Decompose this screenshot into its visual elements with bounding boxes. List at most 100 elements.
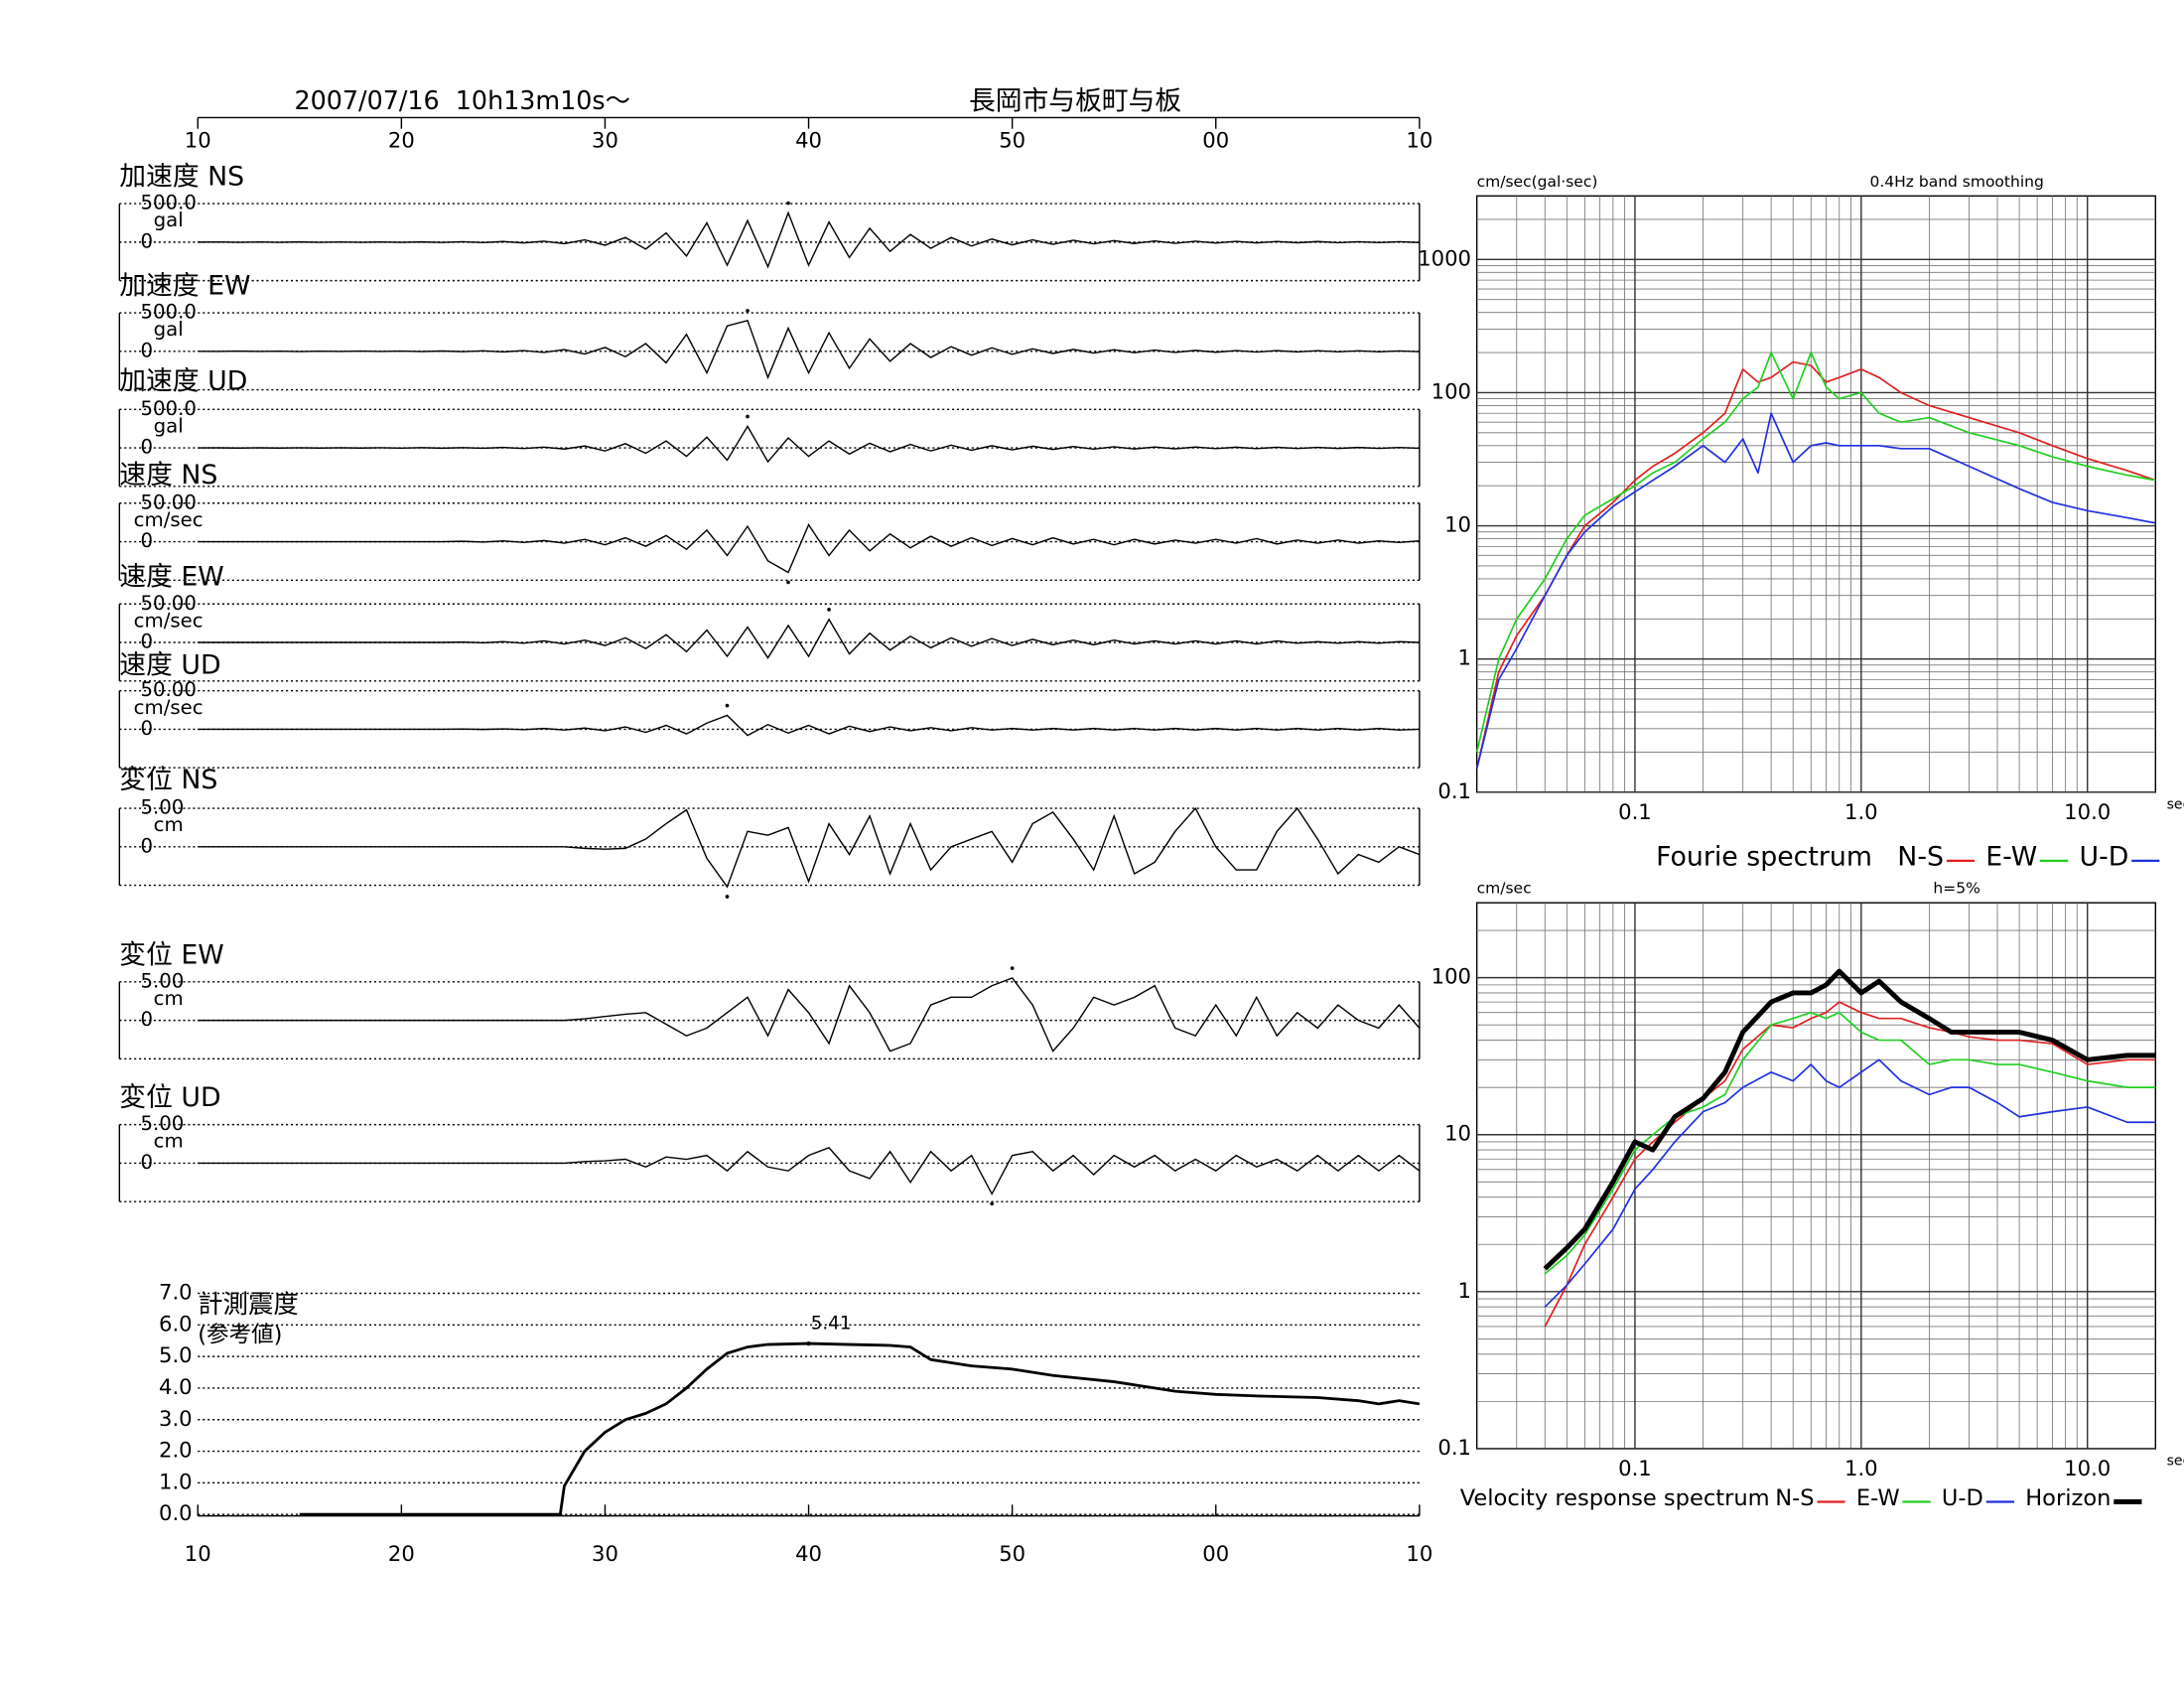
y-axis-label: cm/sec(gal·sec) xyxy=(1477,173,1598,191)
y-tick-label: 0 xyxy=(140,1151,153,1174)
y-tick-label: 0 xyxy=(140,631,153,653)
waveform-trace xyxy=(198,522,1420,574)
y-tick-label: 500.0 xyxy=(140,301,196,324)
x-unit-label: sec xyxy=(2167,1454,2184,1470)
peak-marker xyxy=(827,608,831,612)
x-tick-label: 30 xyxy=(592,127,618,152)
x-tick-label: 10.0 xyxy=(2064,1456,2111,1480)
waveform-trace xyxy=(198,977,1421,1053)
peak-marker xyxy=(746,309,750,313)
peak-marker xyxy=(725,703,730,708)
x-tick-label: 20 xyxy=(388,127,415,152)
trace-title: 変位 UD xyxy=(119,1082,220,1113)
chart-title: 計測震度 xyxy=(198,1289,298,1319)
x-tick-label: 40 xyxy=(795,127,822,152)
x-tick-label: 50 xyxy=(999,127,1025,152)
spectrum-line xyxy=(1544,1001,2156,1328)
waveform-trace xyxy=(198,806,1421,889)
y-tick-label: 100 xyxy=(1432,964,1471,989)
peak-marker xyxy=(990,1201,994,1206)
peak-label: 5.41 xyxy=(811,1313,852,1334)
waveform-trace xyxy=(198,319,1420,380)
legend-title: Fourie spectrum xyxy=(1656,842,1872,873)
y-tick-label: 0 xyxy=(140,229,153,252)
legend-label: Horizon xyxy=(2025,1485,2111,1511)
x-tick-label: 10 xyxy=(185,127,211,152)
trace-title: 速度 EW xyxy=(119,562,223,593)
unit-label: gal xyxy=(154,414,184,437)
y-tick-label: 0 xyxy=(140,834,153,857)
legend-label: N-S xyxy=(1775,1485,1814,1511)
y-tick-label: 0.0 xyxy=(159,1500,193,1525)
chart-subtitle: (参考値) xyxy=(198,1322,282,1347)
trace-title: 加速度 NS xyxy=(119,162,244,193)
legend-title: Velocity response spectrum xyxy=(1460,1485,1770,1511)
peak-marker xyxy=(1010,966,1015,970)
x-tick-label: 10.0 xyxy=(2064,799,2111,824)
spectrum-line xyxy=(1544,1058,2156,1308)
trace-title: 加速度 UD xyxy=(119,365,247,396)
y-tick-label: 4.0 xyxy=(159,1374,193,1399)
station-name: 長岡市与板町与板 xyxy=(969,85,1181,116)
y-tick-label: 2.0 xyxy=(159,1438,193,1463)
y-tick-label: 5.00 xyxy=(140,969,184,992)
peak-marker xyxy=(806,1340,811,1346)
y-tick-label: 10 xyxy=(1444,1121,1471,1146)
y-tick-label: 0 xyxy=(140,1008,153,1031)
x-tick-label: 00 xyxy=(1202,1541,1229,1566)
x-tick-label: 10 xyxy=(1406,1541,1433,1566)
unit-label: cm/sec xyxy=(134,609,204,632)
x-tick-label: 10 xyxy=(185,1541,211,1566)
record-datetime: 2007/07/16 10h13m10s〜 xyxy=(295,85,630,115)
chart-note: h=5% xyxy=(1933,880,1979,898)
spectrum-line xyxy=(1475,412,2156,770)
y-tick-label: 500.0 xyxy=(140,192,196,214)
x-tick-label: 50 xyxy=(999,1541,1025,1566)
y-tick-label: 7.0 xyxy=(159,1279,193,1304)
spectrum-line xyxy=(1543,968,2156,1271)
spectrum-line xyxy=(1475,352,2156,753)
waveform-trace xyxy=(198,618,1420,659)
trace-title: 変位 NS xyxy=(119,765,217,795)
y-tick-label: 100 xyxy=(1432,378,1471,403)
y-tick-label: 50.00 xyxy=(140,592,196,615)
unit-label: cm xyxy=(154,987,184,1010)
y-tick-label: 1 xyxy=(1458,1278,1471,1303)
waveform-trace xyxy=(198,714,1420,737)
y-tick-label: 1.0 xyxy=(159,1469,193,1493)
y-tick-label: 0 xyxy=(140,717,153,740)
unit-label: cm/sec xyxy=(134,696,204,719)
unit-label: gal xyxy=(154,209,184,231)
intensity-line xyxy=(299,1341,1421,1516)
x-tick-label: 10 xyxy=(1406,127,1433,152)
unit-label: cm xyxy=(154,813,184,836)
waveform-trace xyxy=(198,424,1420,464)
y-tick-label: 0 xyxy=(140,339,153,361)
y-tick-label: 0.1 xyxy=(1437,778,1471,803)
y-tick-label: 5.00 xyxy=(140,796,184,819)
trace-title: 変位 EW xyxy=(119,939,223,970)
y-tick-label: 0 xyxy=(140,529,153,552)
waveform-trace xyxy=(198,211,1420,269)
unit-label: gal xyxy=(154,318,184,341)
legend-label: E-W xyxy=(1985,842,2037,873)
legend-label: U-D xyxy=(1942,1485,1983,1511)
y-tick-label: 500.0 xyxy=(140,397,196,420)
x-tick-label: 20 xyxy=(388,1541,415,1566)
y-tick-label: 6.0 xyxy=(159,1311,193,1336)
unit-label: cm/sec xyxy=(134,508,204,531)
x-tick-label: 0.1 xyxy=(1618,1456,1652,1480)
x-tick-label: 1.0 xyxy=(1844,1456,1878,1480)
x-tick-label: 30 xyxy=(592,1541,618,1566)
y-tick-label: 0.1 xyxy=(1437,1435,1471,1460)
y-tick-label: 0 xyxy=(140,436,153,459)
x-tick-label: 1.0 xyxy=(1844,799,1878,824)
y-tick-label: 5.0 xyxy=(159,1342,193,1367)
legend-label: N-S xyxy=(1897,842,1944,873)
peak-marker xyxy=(786,201,790,206)
y-tick-label: 1000 xyxy=(1418,245,1471,270)
waveform-trace xyxy=(198,1147,1421,1196)
x-unit-label: sec xyxy=(2167,797,2184,813)
